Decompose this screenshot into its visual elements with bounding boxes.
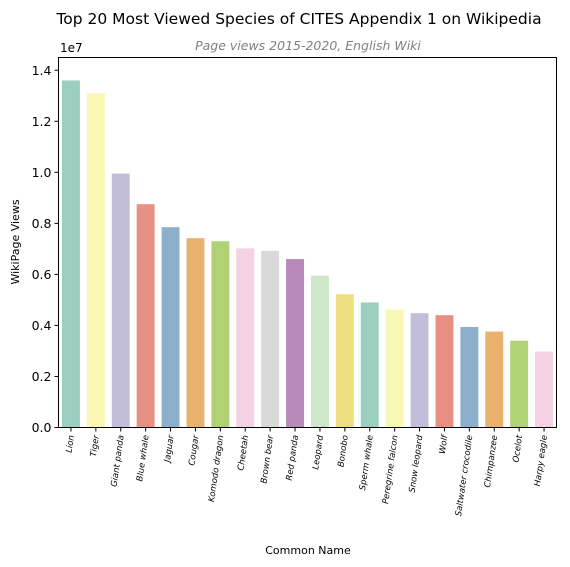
x-tick-label-lion: Lion	[65, 435, 77, 454]
x-tick-label-saltwater-crocodile: Saltwater crocodile	[454, 435, 475, 517]
bar-leopard	[310, 275, 329, 428]
x-tick-label-brown-bear: Brown bear	[259, 434, 276, 484]
y-tick-label: 1.4	[32, 63, 52, 78]
bar-bonobo	[335, 294, 354, 428]
x-tick-label-cheetah: Cheetah	[236, 435, 251, 472]
bar-peregrine-falcon	[385, 309, 404, 428]
y-tick-label: 1.2	[32, 114, 52, 129]
bar-wolf	[435, 315, 454, 428]
bar-red-panda	[286, 259, 305, 428]
y-tick-label: 1.0	[32, 165, 52, 180]
x-tick-label-peregrine-falcon: Peregrine falcon	[381, 435, 401, 505]
x-axis: Lion Tiger Giant panda Blue whale Jaguar Coug…	[65, 427, 550, 517]
x-tick-label-blue-whale: Blue whale	[135, 435, 151, 483]
x-tick-label-leopard: Leopard	[311, 434, 326, 470]
bar-lion	[61, 80, 80, 428]
x-tick-label-snow-leopard: Snow leopard	[408, 434, 426, 493]
x-tick-label-jaguar: Jaguar	[163, 434, 177, 465]
bar-brown-bear	[261, 250, 280, 428]
bar-snow-leopard	[410, 313, 429, 428]
y-tick-label: 0.4	[32, 318, 52, 333]
x-tick-label-chimpanzee: Chimpanzee	[483, 435, 500, 489]
y-tick-label: 0.6	[32, 267, 52, 282]
x-tick-label-tiger: Tiger	[89, 434, 102, 457]
x-tick-label-cougar: Cougar	[187, 434, 201, 466]
y-axis-label: WikiPage Views	[9, 199, 22, 284]
y-axis: 0.0 0.2 0.4 0.6 0.8 1.0 1.2 1.4	[32, 63, 59, 435]
x-tick-label-bonobo: Bonobo	[336, 435, 350, 468]
x-tick-label-red-panda: Red panda	[285, 435, 301, 482]
y-tick-label: 0.8	[32, 216, 52, 231]
bar-harpy-eagle	[535, 351, 554, 428]
x-axis-label: Common Name	[265, 544, 351, 557]
plot-frame	[58, 57, 557, 428]
x-tick-label-harpy-eagle: Harpy eagle	[533, 435, 550, 488]
bar-sperm-whale	[360, 302, 379, 428]
bar-cougar	[186, 238, 205, 428]
x-tick-label-ocelot: Ocelot	[511, 434, 525, 463]
bar-cheetah	[236, 248, 255, 428]
bar-chimpanzee	[485, 331, 504, 428]
y-tick-label: 0.0	[32, 420, 52, 435]
bar-jaguar	[161, 227, 180, 428]
x-tick-label-komodo-dragon: Komodo dragon	[207, 435, 226, 503]
x-tick-label-wolf: Wolf	[438, 433, 451, 455]
bars-group	[61, 80, 554, 428]
chart-title: Top 20 Most Viewed Species of CITES Appe…	[55, 10, 541, 28]
y-tick-label: 0.2	[32, 369, 52, 384]
bar-komodo-dragon	[211, 241, 230, 428]
bar-giant-panda	[111, 173, 130, 428]
bar-blue-whale	[136, 204, 155, 428]
chart-subtitle: Page views 2015-2020, English Wiki	[195, 38, 421, 53]
bar-saltwater-crocodile	[460, 326, 479, 428]
bar-tiger	[86, 93, 105, 428]
x-tick-label-sperm-whale: Sperm whale	[358, 435, 376, 491]
x-tick-label-giant-panda: Giant panda	[110, 435, 127, 488]
bar-ocelot	[510, 340, 529, 428]
y-axis-multiplier: 1e7	[60, 41, 83, 55]
